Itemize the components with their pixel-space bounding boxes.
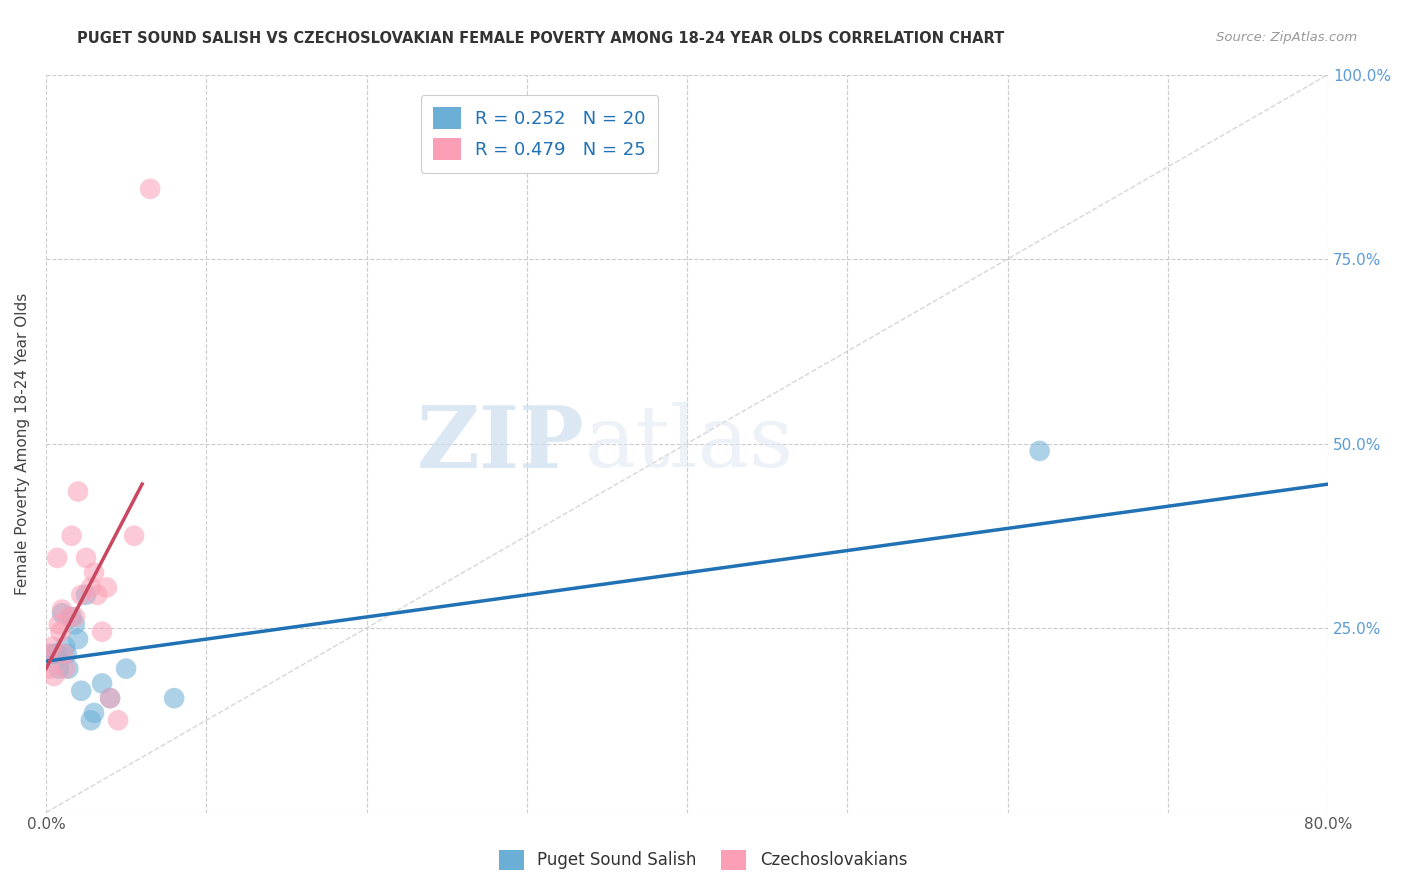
Point	[42, 647, 65, 661]
Point	[38, 662, 60, 676]
Point	[37, 647, 59, 661]
Legend: Puget Sound Salish, Czechoslovakians: Puget Sound Salish, Czechoslovakians	[492, 843, 914, 877]
Point	[122, 529, 145, 543]
Point	[58, 662, 80, 676]
Point	[52, 647, 75, 661]
Text: ZIP: ZIP	[416, 401, 585, 485]
Point	[80, 581, 103, 595]
Point	[75, 588, 97, 602]
Point	[83, 706, 105, 720]
Point	[83, 566, 105, 580]
Point	[48, 617, 70, 632]
Point	[41, 640, 63, 654]
Point	[1028, 444, 1050, 458]
Point	[70, 588, 93, 602]
Point	[139, 182, 162, 196]
Point	[60, 610, 83, 624]
Point	[46, 647, 69, 661]
Text: atlas: atlas	[585, 402, 793, 485]
Text: PUGET SOUND SALISH VS CZECHOSLOVAKIAN FEMALE POVERTY AMONG 18-24 YEAR OLDS CORRE: PUGET SOUND SALISH VS CZECHOSLOVAKIAN FE…	[77, 31, 1004, 46]
Point	[60, 529, 83, 543]
Point	[163, 691, 186, 706]
Point	[53, 640, 76, 654]
Point	[49, 624, 72, 639]
Point	[48, 662, 70, 676]
Point	[91, 676, 114, 690]
Point	[98, 691, 121, 706]
Text: Source: ZipAtlas.com: Source: ZipAtlas.com	[1216, 31, 1357, 45]
Point	[38, 647, 60, 661]
Point	[53, 662, 76, 676]
Point	[91, 624, 114, 639]
Point	[75, 550, 97, 565]
Point	[86, 588, 108, 602]
Point	[63, 610, 86, 624]
Point	[46, 550, 69, 565]
Point	[115, 662, 138, 676]
Point	[66, 484, 89, 499]
Point	[63, 617, 86, 632]
Point	[51, 607, 73, 621]
Point	[98, 691, 121, 706]
Legend: R = 0.252   N = 20, R = 0.479   N = 25: R = 0.252 N = 20, R = 0.479 N = 25	[420, 95, 658, 173]
Point	[96, 581, 118, 595]
Point	[42, 669, 65, 683]
Point	[80, 713, 103, 727]
Y-axis label: Female Poverty Among 18-24 Year Olds: Female Poverty Among 18-24 Year Olds	[15, 293, 30, 595]
Point	[70, 683, 93, 698]
Point	[56, 647, 79, 661]
Point	[58, 610, 80, 624]
Point	[51, 602, 73, 616]
Point	[66, 632, 89, 646]
Point	[107, 713, 129, 727]
